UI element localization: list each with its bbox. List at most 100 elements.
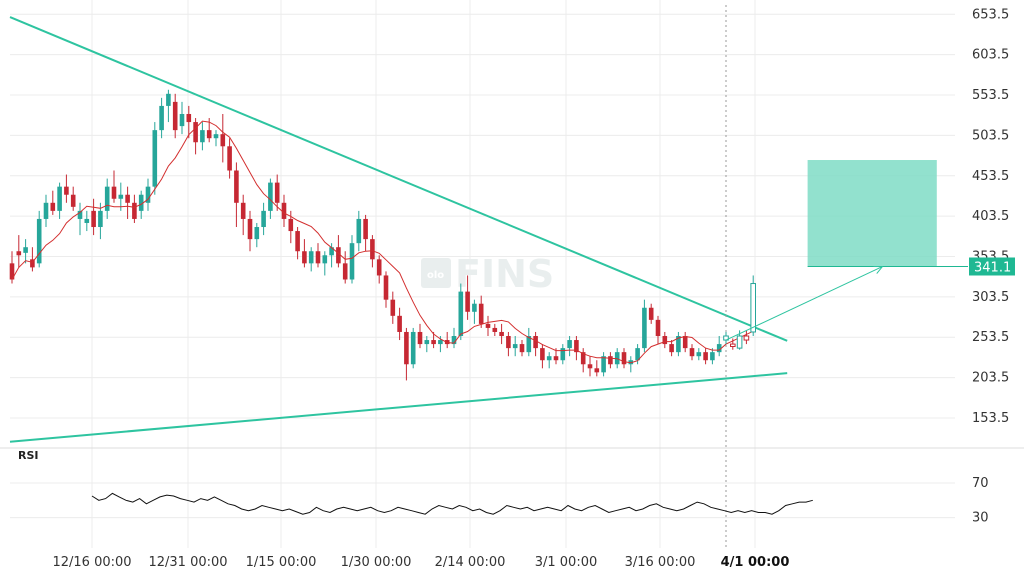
candle-body-10 — [77, 210, 83, 219]
current-price-badge-text: 341.1 — [974, 260, 1011, 275]
candle-body-70 — [485, 323, 491, 328]
candle-body-79 — [546, 356, 552, 361]
price-tick-8: 253.5 — [972, 330, 1009, 345]
projection-arrow-line — [725, 266, 883, 341]
candle-body-21 — [152, 130, 158, 187]
candle-body-65 — [451, 336, 457, 345]
candle-body-13 — [98, 210, 103, 228]
candle-body-6 — [50, 202, 56, 211]
candle-body-16 — [118, 194, 124, 199]
candle-body-83 — [574, 340, 579, 353]
candle-body-99 — [682, 336, 688, 349]
candle-body-26 — [186, 113, 192, 123]
price-tick-5: 403.5 — [972, 209, 1009, 224]
candle-body-54 — [376, 259, 382, 276]
candle-body-52 — [363, 218, 368, 240]
candle-body-90 — [621, 352, 627, 365]
candle-body-42 — [295, 231, 300, 252]
candle-body-87 — [601, 356, 606, 373]
candle-body-60 — [417, 331, 423, 345]
candle-body-40 — [281, 202, 287, 219]
target-box — [807, 160, 937, 267]
candle-body-88 — [608, 356, 613, 365]
watermark: olo FINS — [421, 252, 554, 296]
candle-body-48 — [336, 247, 341, 264]
candle-body-74 — [512, 344, 518, 349]
candle-body-82 — [567, 340, 572, 349]
time-tick-7: 4/1 00:00 — [721, 555, 790, 570]
candle-body-8 — [64, 186, 69, 195]
time-tick-2: 1/15 00:00 — [246, 555, 317, 570]
ma-line — [11, 120, 754, 364]
candle-body-71 — [492, 327, 498, 332]
candle-body-81 — [560, 348, 566, 361]
candle-body-37 — [261, 210, 266, 228]
rsi-tick-0: 70 — [972, 476, 989, 491]
candle-body-28 — [200, 130, 205, 143]
candle-body-66 — [458, 291, 464, 337]
candle-body-50 — [349, 243, 355, 280]
time-tick-1: 12/31 00:00 — [148, 555, 227, 570]
candlesticks — [9, 89, 722, 381]
projection-candle-body-108 — [743, 335, 750, 341]
candle-body-4 — [36, 218, 42, 264]
candle-body-47 — [329, 247, 334, 256]
candle-body-80 — [553, 356, 559, 361]
time-axis: 12/16 00:00 12/31 00:00 1/15 00:00 1/30 00:… — [52, 555, 789, 570]
candle-body-11 — [84, 218, 90, 223]
projection-candle-body-105 — [723, 335, 729, 341]
trendline-1 — [9, 372, 788, 443]
candle-body-76 — [526, 336, 532, 353]
trendline-0 — [9, 16, 788, 342]
candle-body-20 — [145, 186, 151, 203]
candle-body-17 — [125, 194, 130, 203]
candle-body-101 — [696, 352, 702, 357]
time-tick-4: 2/14 00:00 — [435, 555, 506, 570]
candle-body-44 — [308, 251, 314, 264]
candle-body-85 — [587, 364, 593, 369]
current-price-badge — [969, 257, 1015, 276]
candle-body-3 — [30, 259, 35, 268]
price-tick-3: 503.5 — [972, 128, 1009, 143]
candle-body-0 — [9, 263, 15, 280]
candle-body-22 — [159, 105, 164, 131]
price-axis: 653.5603.5553.5503.5453.5403.5353.5303.5… — [969, 7, 1015, 426]
candle-body-23 — [166, 93, 171, 106]
candle-body-103 — [710, 352, 715, 361]
moving-average — [11, 120, 754, 364]
candle-body-57 — [397, 315, 402, 332]
candle-body-1 — [16, 251, 22, 256]
candle-body-59 — [410, 331, 416, 365]
candle-body-72 — [499, 331, 504, 337]
candle-body-9 — [70, 194, 76, 207]
candle-body-34 — [240, 202, 246, 219]
candle-body-32 — [227, 146, 232, 171]
candle-body-31 — [220, 134, 226, 147]
price-tick-7: 303.5 — [972, 290, 1009, 305]
candle-body-46 — [322, 255, 328, 264]
watermark-text: FINS — [455, 252, 554, 296]
candle-body-97 — [669, 344, 674, 353]
candle-body-41 — [288, 218, 294, 232]
candle-body-7 — [57, 186, 62, 211]
candle-body-96 — [662, 336, 668, 345]
price-tick-1: 603.5 — [972, 48, 1009, 63]
projection — [723, 5, 884, 548]
candle-body-55 — [383, 275, 389, 300]
price-tick-2: 553.5 — [972, 88, 1009, 103]
candle-body-33 — [234, 170, 239, 203]
candle-body-15 — [111, 186, 117, 199]
candle-body-35 — [247, 218, 253, 240]
candle-body-68 — [472, 303, 477, 312]
candle-body-100 — [689, 348, 695, 357]
candle-body-38 — [268, 182, 273, 211]
candle-body-91 — [628, 360, 634, 365]
candle-body-29 — [206, 130, 212, 139]
candle-body-43 — [302, 251, 307, 264]
rsi-panel: RSI 70 30 — [18, 449, 989, 526]
price-tick-0: 653.5 — [972, 7, 1009, 22]
target-zone — [807, 160, 968, 267]
candle-body-84 — [580, 352, 586, 365]
